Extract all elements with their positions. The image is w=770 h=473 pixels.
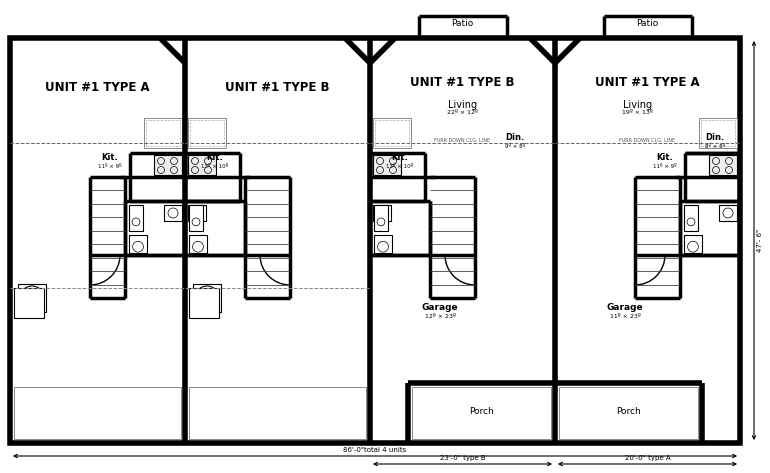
Text: 19º × 13º: 19º × 13º [622,111,653,115]
Text: 8º × 8º: 8º × 8º [705,143,725,149]
Text: Garage: Garage [422,304,458,313]
Text: Patio: Patio [636,19,658,28]
Bar [189,235,207,253]
Bar [14,288,44,318]
Text: 11º × 23º: 11º × 23º [610,315,641,319]
Bar [129,205,143,231]
Bar [699,118,737,148]
Bar [10,38,740,443]
Text: 11º × 9º: 11º × 9º [99,164,122,168]
Text: 20'-0" type A: 20'-0" type A [624,455,671,461]
Bar [701,120,735,146]
Text: 47'- 6": 47'- 6" [757,229,763,252]
Bar [14,387,181,439]
Text: 13º × 10º: 13º × 10º [202,164,229,168]
Text: Living: Living [448,100,477,110]
Bar [374,205,388,231]
Bar [375,120,409,146]
Bar [684,205,698,231]
Bar [684,235,702,253]
Text: 11º × 9º: 11º × 9º [653,164,677,168]
Text: Kit.: Kit. [392,154,408,163]
Text: Kit.: Kit. [206,154,223,163]
Bar [374,235,392,253]
Bar [129,235,147,253]
Text: 9º × 8º: 9º × 8º [505,143,525,149]
Bar [709,155,737,175]
Bar [193,284,221,312]
Bar [189,205,203,231]
Bar [719,205,737,221]
Circle shape [132,241,143,252]
Bar [188,155,216,175]
Text: UNIT #1 TYPE A: UNIT #1 TYPE A [45,81,150,95]
Bar [189,288,219,318]
Bar [188,205,206,221]
Bar [146,120,180,146]
Text: 12º × 23º: 12º × 23º [424,315,455,319]
Text: UNIT #1 TYPE A: UNIT #1 TYPE A [595,77,700,89]
Bar [373,205,391,221]
Text: 22º × 12º: 22º × 12º [447,111,478,115]
Text: Din.: Din. [505,133,524,142]
Text: Kit.: Kit. [657,154,674,163]
Circle shape [688,241,698,252]
Text: 13º × 10º: 13º × 10º [387,164,413,168]
Circle shape [377,241,388,252]
Bar [559,387,698,439]
Text: UNIT #1 TYPE B: UNIT #1 TYPE B [410,77,515,89]
Bar [164,205,182,221]
Bar [412,387,551,439]
Bar [188,118,226,148]
Circle shape [192,241,203,252]
Bar [189,387,366,439]
Text: Porch: Porch [616,406,641,415]
Bar [190,120,224,146]
Bar [373,118,411,148]
Text: 86'-0"total 4 units: 86'-0"total 4 units [343,447,407,453]
Text: Patio: Patio [451,19,474,28]
Text: FURR DOWN CLG. LINE: FURR DOWN CLG. LINE [434,138,490,142]
Text: Porch: Porch [469,406,494,415]
Bar [154,155,182,175]
Text: Kit.: Kit. [102,154,119,163]
Text: UNIT #1 TYPE B: UNIT #1 TYPE B [226,81,330,95]
Bar [373,155,401,175]
Text: Living: Living [623,100,652,110]
Text: Din.: Din. [705,133,725,142]
Text: 23'-0" type B: 23'-0" type B [440,455,485,461]
Bar [144,118,182,148]
Bar [18,284,46,312]
Text: Garage: Garage [607,304,643,313]
Text: FURR DOWN CLG. LINE: FURR DOWN CLG. LINE [619,138,675,142]
